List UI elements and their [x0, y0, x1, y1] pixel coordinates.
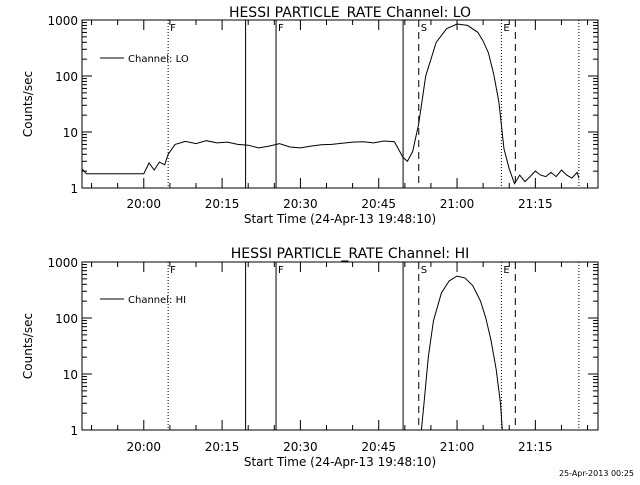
marker-label: F — [170, 265, 176, 276]
plot-frame — [81, 19, 599, 189]
series-line — [81, 23, 580, 185]
marker-label: E — [503, 265, 509, 276]
x-tick-label: 20:45 — [361, 440, 396, 454]
y-tick-label: 100 — [55, 70, 78, 84]
chart-panel-hi: HESSI PARTICLE_RATE Channel: HI 1 10 100 100… — [21, 246, 599, 469]
marker-label: F — [278, 265, 284, 276]
x-tick-label: 20:30 — [283, 197, 318, 211]
y-axis-label: Counts/sec — [21, 313, 35, 379]
chart-panel-lo: HESSI PARTICLE_RATE Channel: LO 1 10 100 100… — [21, 5, 599, 226]
x-tick-label: 20:00 — [126, 197, 161, 211]
y-tick-label: 10 — [63, 126, 78, 140]
y-tick-label: 10 — [63, 368, 78, 382]
marker-label: S — [421, 23, 427, 34]
x-tick-label: 20:45 — [361, 197, 396, 211]
y-axis-label: Counts/sec — [21, 71, 35, 137]
marker-label: F — [278, 23, 284, 34]
x-axis-label: Start Time (24-Apr-13 19:48:10) — [244, 212, 436, 226]
x-tick-label: 20:30 — [283, 440, 318, 454]
y-tick-label: 100 — [55, 312, 78, 326]
y-tick-label: 1000 — [47, 256, 78, 270]
y-tick-label: 1000 — [47, 14, 78, 28]
y-tick-label: 1 — [70, 182, 78, 196]
legend-label: Channel: HI — [128, 295, 186, 306]
x-tick-label: 21:00 — [440, 197, 475, 211]
x-tick-label: 21:15 — [518, 440, 553, 454]
chart-title: HESSI PARTICLE_RATE Channel: LO — [229, 5, 471, 21]
x-tick-label: 21:00 — [440, 440, 475, 454]
legend-label: Channel: LO — [128, 54, 189, 65]
y-tick-label: 1 — [70, 424, 78, 438]
marker-label: E — [503, 23, 509, 34]
marker-label: F — [170, 23, 176, 34]
chart-title: HESSI PARTICLE_RATE Channel: HI — [231, 246, 469, 262]
marker-label: S — [421, 265, 427, 276]
timestamp-footer: 25-Apr-2013 00:25 — [559, 469, 634, 478]
x-axis-label: Start Time (24-Apr-13 19:48:10) — [244, 455, 436, 469]
x-tick-label: 20:00 — [126, 440, 161, 454]
x-tick-label: 20:15 — [205, 440, 240, 454]
plot-frame — [81, 261, 599, 431]
x-tick-label: 21:15 — [518, 197, 553, 211]
x-tick-label: 20:15 — [205, 197, 240, 211]
series-line — [420, 275, 503, 431]
